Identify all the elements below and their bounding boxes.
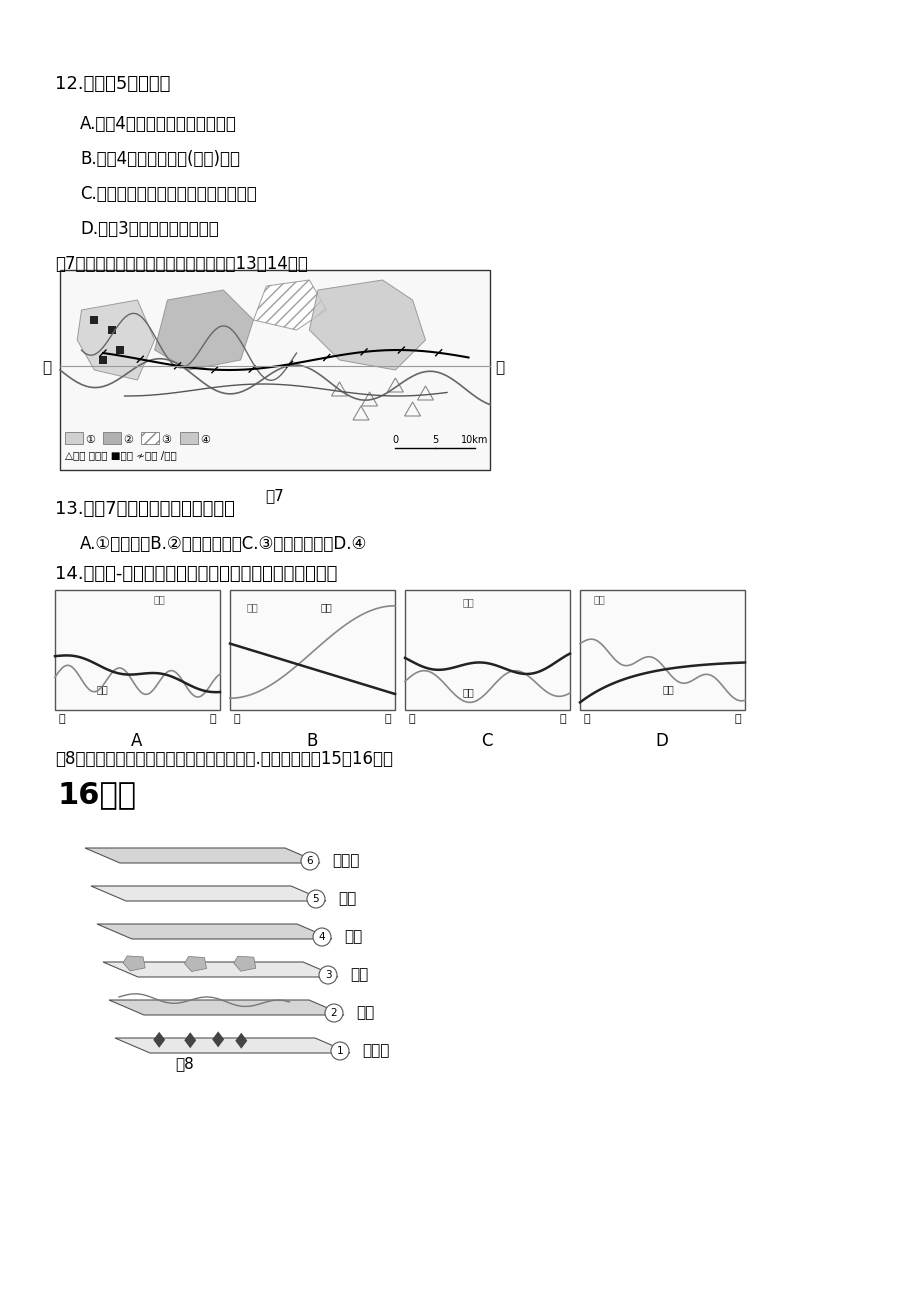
- Text: 水系: 水系: [356, 1005, 374, 1021]
- Text: 12.　图示5个城市中: 12. 图示5个城市中: [55, 76, 170, 92]
- Text: C.　巴黎和洛杉矶冬季降水的成因相同: C. 巴黎和洛杉矶冬季降水的成因相同: [80, 185, 256, 203]
- Bar: [230, 590, 394, 710]
- Text: 13.　图7中最有可能是住宅区的是: 13. 图7中最有可能是住宅区的是: [55, 500, 234, 518]
- Circle shape: [307, 891, 324, 907]
- Circle shape: [331, 1042, 348, 1060]
- Polygon shape: [154, 290, 254, 370]
- Text: A: A: [131, 732, 142, 750]
- Bar: [55, 590, 220, 710]
- Text: 图8: 图8: [176, 1056, 194, 1072]
- Text: 图8为某地区地理信息系统数据库示意图。学.科网读图回筓15～16题。: 图8为某地区地理信息系统数据库示意图。学.科网读图回筓15～16题。: [55, 750, 392, 768]
- Polygon shape: [254, 280, 326, 329]
- Polygon shape: [184, 1032, 196, 1048]
- Polygon shape: [115, 1038, 349, 1053]
- Circle shape: [312, 928, 331, 947]
- Text: D: D: [655, 732, 668, 750]
- Text: 16题。: 16题。: [58, 780, 137, 809]
- Polygon shape: [233, 956, 255, 971]
- Polygon shape: [77, 299, 154, 380]
- Text: 1: 1: [336, 1046, 343, 1056]
- Text: 气温: 气温: [593, 594, 605, 604]
- Text: 甲: 甲: [584, 713, 590, 724]
- Text: 甲: 甲: [42, 359, 51, 375]
- Polygon shape: [85, 848, 320, 863]
- Text: 图7为某城市功能分区示意图。读图回筓13～14题。: 图7为某城市功能分区示意图。读图回筓13～14题。: [55, 255, 308, 273]
- Polygon shape: [123, 956, 145, 971]
- Text: ④: ④: [199, 435, 210, 445]
- Text: △山脉 ～河流 ■煤矿 ≁铁路 /公路: △山脉 ～河流 ■煤矿 ≁铁路 /公路: [65, 450, 176, 460]
- Polygon shape: [235, 1032, 247, 1048]
- Bar: [579, 590, 744, 710]
- Text: 0: 0: [391, 435, 398, 445]
- Polygon shape: [212, 1031, 224, 1047]
- Text: C: C: [481, 732, 493, 750]
- Bar: [103, 432, 121, 444]
- Text: 气温: 气温: [246, 602, 258, 612]
- Polygon shape: [91, 885, 325, 901]
- Text: 乙: 乙: [384, 713, 391, 724]
- Text: 2: 2: [330, 1008, 337, 1018]
- Polygon shape: [108, 1000, 344, 1016]
- Bar: [116, 346, 124, 354]
- Circle shape: [319, 966, 336, 984]
- Text: 地租: 地租: [321, 602, 332, 612]
- Text: B: B: [306, 732, 317, 750]
- Text: D.　有3个城市属于温带气候: D. 有3个城市属于温带气候: [80, 220, 219, 238]
- Text: 居民点: 居民点: [361, 1043, 389, 1059]
- Text: 5: 5: [431, 435, 437, 445]
- Text: 地租: 地租: [96, 684, 108, 694]
- Polygon shape: [185, 957, 206, 971]
- Text: 乙: 乙: [733, 713, 740, 724]
- Text: 地形: 地形: [344, 930, 362, 944]
- Bar: [60, 270, 490, 470]
- Bar: [65, 432, 83, 444]
- Bar: [108, 326, 116, 335]
- Text: 气温: 气温: [462, 598, 474, 607]
- Text: 6: 6: [306, 855, 313, 866]
- Text: 3: 3: [324, 970, 331, 980]
- Text: 地下水: 地下水: [332, 854, 359, 868]
- Text: 图7: 图7: [266, 488, 284, 503]
- Bar: [99, 355, 107, 365]
- Bar: [90, 316, 98, 324]
- Text: 甲: 甲: [233, 713, 241, 724]
- Text: 10km: 10km: [460, 435, 488, 445]
- Polygon shape: [153, 1031, 165, 1048]
- Text: 甲: 甲: [59, 713, 65, 724]
- Text: 乙: 乙: [559, 713, 565, 724]
- Text: A.　有4个城市受季风的影响明显: A. 有4个城市受季风的影响明显: [80, 115, 236, 133]
- Text: 5: 5: [312, 894, 319, 904]
- Text: ①: ①: [85, 435, 95, 445]
- Bar: [180, 432, 198, 444]
- Text: 乙: 乙: [494, 359, 504, 375]
- Text: A.①　　　　B.②　　　　　　C.③　　　　　　D.④: A.① B.② C.③ D.④: [80, 535, 367, 553]
- Text: 土壤: 土壤: [349, 967, 368, 983]
- Text: ②: ②: [123, 435, 133, 445]
- Text: 4: 4: [318, 932, 325, 943]
- Text: 岂层: 岂层: [337, 892, 356, 906]
- Text: 14.　沿甲-乙方向，气温、地租变化趋势曲线最有可能的: 14. 沿甲-乙方向，气温、地租变化趋势曲线最有可能的: [55, 565, 337, 583]
- Polygon shape: [309, 280, 425, 370]
- Text: 地租: 地租: [662, 684, 674, 694]
- Bar: [404, 590, 570, 710]
- Text: 乙: 乙: [210, 713, 216, 724]
- Circle shape: [324, 1004, 343, 1022]
- Text: 地租: 地租: [462, 687, 474, 697]
- Polygon shape: [103, 962, 337, 976]
- Text: 甲: 甲: [409, 713, 415, 724]
- Polygon shape: [96, 924, 332, 939]
- Text: ③: ③: [161, 435, 171, 445]
- Bar: [141, 432, 159, 444]
- Circle shape: [301, 852, 319, 870]
- Text: B.　有4个城市受台风(飙风)影响: B. 有4个城市受台风(飙风)影响: [80, 150, 240, 168]
- Text: 气温: 气温: [153, 594, 165, 604]
